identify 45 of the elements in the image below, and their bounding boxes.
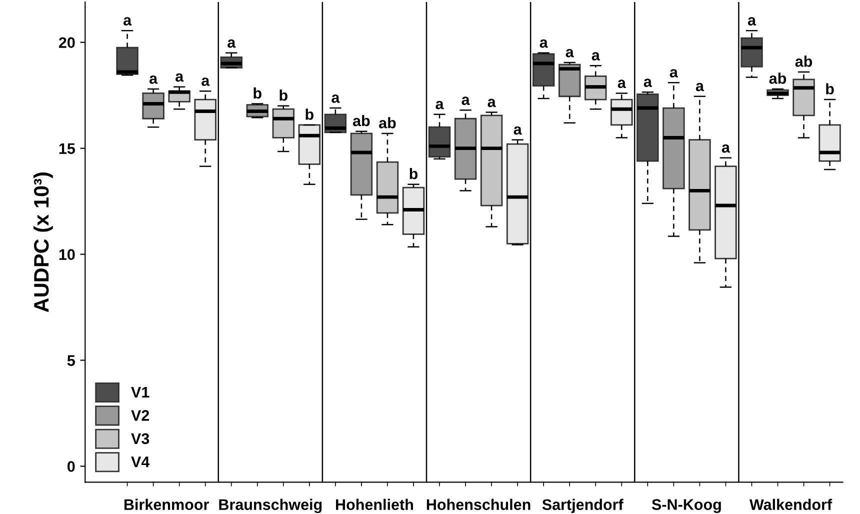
y-axis-title: AUDPC (x 10³) xyxy=(33,172,53,312)
text: ab xyxy=(795,56,812,67)
text: b xyxy=(280,90,288,101)
y-tick-label: 5 xyxy=(67,355,75,366)
text: a xyxy=(540,39,548,48)
text: a xyxy=(722,144,730,153)
text: a xyxy=(202,78,210,86)
x-tick-label: S-N-Koog xyxy=(652,499,721,514)
text: b xyxy=(306,108,314,120)
text: a xyxy=(644,78,652,87)
x-tick-label: Sartjendorf xyxy=(542,498,624,514)
text: a xyxy=(176,73,184,82)
text: ab xyxy=(769,72,786,84)
x-tick-label: Walkendorf xyxy=(749,498,832,510)
x-tick-label: Braunschweig xyxy=(219,498,322,514)
text: a xyxy=(592,52,600,61)
text: a xyxy=(436,100,444,110)
text: b xyxy=(410,168,418,180)
text: b xyxy=(826,83,834,94)
text: ab xyxy=(352,114,370,126)
text: a xyxy=(332,94,340,103)
text: a xyxy=(462,96,470,106)
text: a xyxy=(150,75,158,84)
legend-label: V4 xyxy=(131,456,150,468)
text: a xyxy=(228,39,236,48)
x-tick-label: Birkenmoor xyxy=(124,498,209,510)
legend-label: V1 xyxy=(131,386,150,398)
text: a xyxy=(670,69,678,78)
y-tick-label: 10 xyxy=(59,249,75,260)
text: b xyxy=(254,87,262,99)
text: a xyxy=(566,48,574,58)
text: a xyxy=(748,17,756,26)
x-tick-label: Hohenlieth xyxy=(336,498,413,510)
text: a xyxy=(123,17,132,26)
text: a xyxy=(618,80,626,88)
text: ab xyxy=(379,117,396,128)
text: a xyxy=(696,82,704,92)
y-tick-label: 0 xyxy=(68,461,75,472)
text: a xyxy=(488,98,496,108)
y-tick-label: 15 xyxy=(59,143,75,154)
text: a xyxy=(514,126,522,135)
legend-label: V3 xyxy=(131,433,150,444)
y-tick-label: 20 xyxy=(58,37,75,48)
legend-label: V2 xyxy=(131,410,150,421)
x-tick-label: Hohenschulen xyxy=(426,498,530,510)
